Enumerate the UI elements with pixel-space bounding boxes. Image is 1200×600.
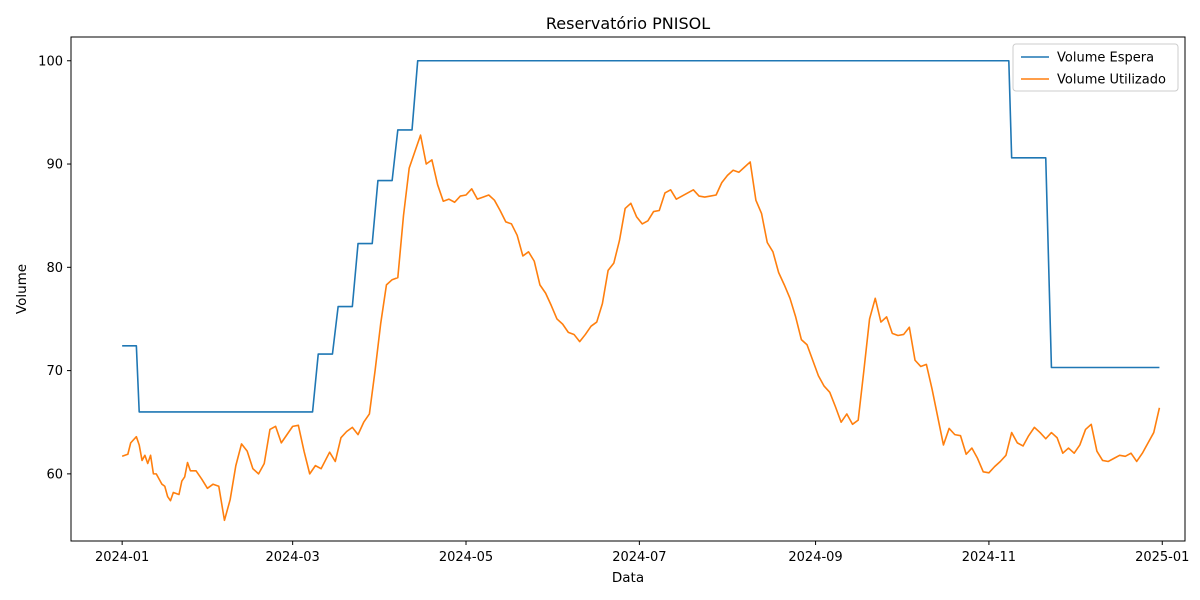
x-tick-label: 2024-07 (612, 550, 666, 565)
series-line-1 (122, 59, 1160, 413)
x-tick-label: 2024-11 (962, 550, 1016, 565)
x-tick-label: 2024-05 (439, 550, 493, 565)
legend-box (1012, 43, 1179, 92)
plot-frame (70, 36, 1186, 542)
y-tick-label: 100 (38, 54, 63, 69)
series-layer (121, 59, 1161, 522)
y-axis-label: Volume (14, 264, 30, 314)
y-tick-label: 60 (46, 467, 63, 482)
y-tick-label: 90 (46, 158, 63, 173)
x-tick-label: 2024-03 (265, 550, 319, 565)
legend: Volume Espera Volume Utilizado (1012, 43, 1179, 92)
x-tick-label: 2024-09 (788, 550, 842, 565)
y-axis-ticks: 60 70 80 90 100 (38, 54, 71, 482)
y-tick-label: 80 (46, 261, 63, 276)
x-tick-label: 2024-01 (95, 550, 149, 565)
series-line-2 (121, 134, 1161, 522)
x-axis-label: Data (612, 570, 644, 586)
x-tick-label: 2025-01 (1135, 550, 1189, 565)
legend-entry: Volume Utilizado (1057, 73, 1166, 88)
x-axis-ticks: 2024-01 2024-03 2024-05 2024-07 2024-09 2024-… (95, 541, 1189, 565)
legend-entry: Volume Espera (1057, 51, 1154, 66)
y-tick-label: 70 (46, 364, 63, 379)
chart-title: Reservatório PNISOL (546, 14, 710, 33)
